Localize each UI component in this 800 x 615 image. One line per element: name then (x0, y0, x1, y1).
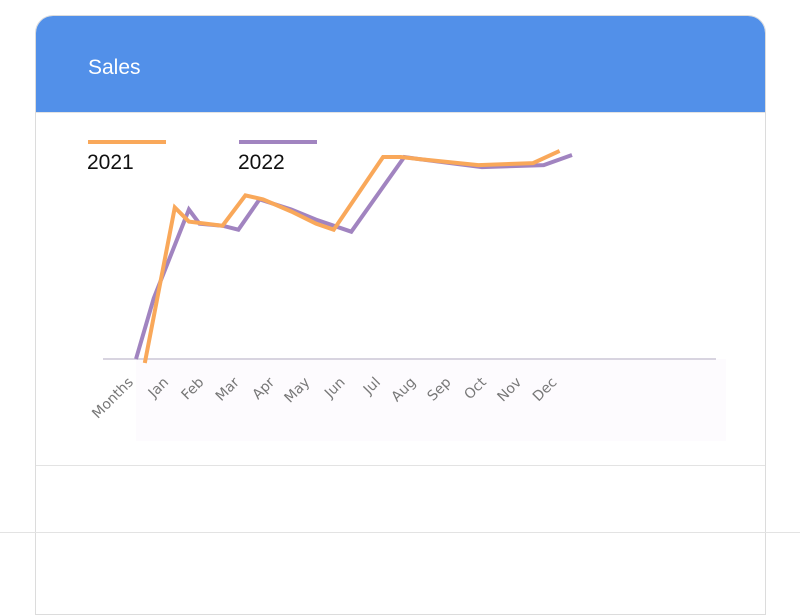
legend-label-2021: 2021 (87, 151, 134, 174)
series-line-2022 (134, 153, 573, 360)
x-tick-months: Months (89, 375, 137, 423)
legend-label-2022: 2022 (238, 151, 285, 174)
legend-item-2021[interactable]: 2021 (87, 140, 166, 174)
card-header: Sales (36, 16, 765, 113)
legend-item-2022[interactable]: 2022 (238, 140, 317, 174)
legend: 2021 2022 (87, 140, 317, 174)
sales-line-chart: 2021 2022 Months Jan Feb Mar Apr May Jun Jul Aug… (87, 140, 726, 441)
x-axis-band (136, 359, 726, 441)
series-line-2021 (142, 149, 561, 364)
card-title: Sales (88, 56, 141, 79)
card-footer-divider (36, 465, 765, 466)
series-layer (134, 149, 573, 364)
page-divider (0, 532, 800, 533)
sales-card: Sales 2021 2022 Months Jan Feb Mar Apr May Jun… (35, 15, 766, 615)
